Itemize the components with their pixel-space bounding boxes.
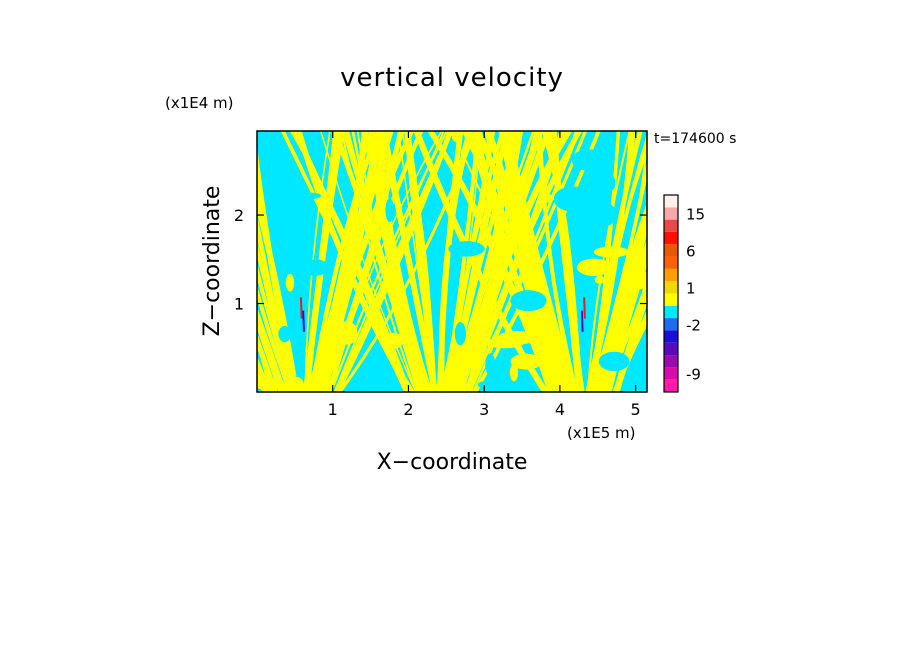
- chart-title: vertical velocity: [340, 63, 564, 93]
- heatmap-band: [257, 359, 271, 392]
- heatmap-patch: [485, 353, 496, 376]
- colorbar-level: [664, 293, 678, 306]
- heatmap-patch: [553, 186, 592, 212]
- heatmap-band: [436, 131, 464, 392]
- colorbar-level: [664, 355, 678, 368]
- heatmap-patch: [285, 273, 295, 292]
- colorbar-level: [664, 342, 678, 356]
- heatmap-band: [462, 131, 561, 392]
- heatmap-band: [257, 310, 286, 392]
- heatmap-patch: [451, 131, 460, 142]
- colorbar-label: -9: [686, 366, 701, 384]
- colorbar-label: 6: [686, 242, 696, 260]
- heatmap-patch: [385, 198, 394, 223]
- heatmap-patch: [300, 259, 330, 276]
- heatmap-patch: [510, 290, 547, 312]
- heatmap-patch: [624, 271, 647, 290]
- y-tick-label: 2: [234, 206, 244, 225]
- x-tick-label: 3: [479, 400, 489, 419]
- heatmap-patch: [509, 363, 519, 382]
- colorbar-level: [664, 281, 678, 294]
- colorbar-frame: [663, 194, 679, 393]
- x-axis-ticks: 1 2 3 4 5: [328, 131, 641, 419]
- heatmap-patch: [497, 331, 538, 345]
- heatmap-patch: [278, 326, 292, 343]
- heatmap-patch: [448, 241, 485, 257]
- colorbar-label: 15: [686, 205, 705, 223]
- colorbar-level: [664, 379, 678, 392]
- heatmap-patch: [454, 321, 466, 346]
- heatmap-patch: [539, 193, 555, 203]
- heatmap-patch: [502, 137, 514, 157]
- x-unit-label: (x1E5 m): [567, 424, 636, 442]
- heatmap-patch: [257, 378, 289, 390]
- colorbar-level: [664, 244, 678, 257]
- heatmap-patch: [593, 246, 629, 258]
- heatmap-streak: [583, 297, 586, 319]
- colorbar-level: [664, 367, 678, 380]
- heatmap-streak: [580, 310, 584, 332]
- heatmap-patch: [622, 381, 645, 392]
- time-label: t=174600 s: [654, 131, 736, 147]
- x-tick-label: 4: [555, 400, 565, 419]
- heatmap-band: [257, 240, 290, 392]
- colorbar-level: [664, 330, 678, 343]
- heatmap-band: [305, 131, 368, 392]
- heatmap-field: [257, 131, 647, 392]
- colorbar-level: [664, 231, 678, 245]
- heatmap-band: [345, 131, 429, 392]
- x-axis-label: X−coordinate: [377, 450, 528, 475]
- y-axis-label: Z−coordinate: [200, 186, 225, 337]
- heatmap-band: [312, 131, 383, 392]
- heatmap-band: [452, 131, 544, 392]
- x-tick-label: 2: [403, 400, 413, 419]
- x-tick-label: 5: [631, 400, 641, 419]
- heatmap-band: [487, 131, 573, 392]
- heatmap-patch: [587, 166, 608, 188]
- y-unit-label: (x1E4 m): [165, 94, 234, 112]
- colorbar-level: [664, 268, 678, 282]
- heatmap-band: [505, 131, 577, 392]
- heatmap-patch: [384, 332, 403, 349]
- heatmap-band: [453, 131, 535, 392]
- heatmap-band: [440, 131, 496, 392]
- colorbar-level: [664, 207, 678, 220]
- heatmap-patch: [598, 351, 630, 372]
- heatmap-band: [257, 316, 283, 392]
- heatmap-patch: [586, 202, 618, 227]
- heatmap-band: [292, 131, 411, 392]
- x-tick-label: 1: [328, 400, 338, 419]
- heatmap-band: [257, 332, 278, 392]
- colorbar-label: -2: [686, 316, 701, 334]
- heatmap-streak: [299, 297, 303, 319]
- heatmap-patch: [301, 192, 322, 199]
- heatmap-band: [406, 131, 437, 392]
- colorbar-level: [664, 305, 678, 319]
- heatmap-patch: [291, 377, 305, 392]
- y-axis-ticks: 12: [234, 206, 647, 314]
- heatmap-streak: [302, 310, 305, 332]
- heatmap-patch: [605, 175, 616, 191]
- colorbar-level: [664, 318, 678, 331]
- heatmap-band: [257, 223, 297, 392]
- colorbar: -9 -2 1 6 15: [663, 194, 705, 393]
- colorbar-level: [664, 195, 678, 208]
- heatmap-patch: [571, 149, 606, 171]
- heatmap-band: [334, 131, 454, 392]
- plot-frame: [256, 130, 648, 393]
- heatmap-band: [257, 287, 292, 392]
- heatmap-band: [544, 131, 581, 392]
- heatmap-band: [257, 336, 272, 392]
- heatmap-patch: [594, 275, 605, 284]
- colorbar-level: [664, 256, 678, 269]
- heatmap-patch: [510, 353, 543, 370]
- heatmap-patch: [335, 321, 358, 345]
- heatmap-band: [257, 338, 278, 392]
- heatmap-patch: [477, 380, 506, 390]
- heatmap-patch: [576, 258, 612, 276]
- colorbar-label: 1: [686, 279, 696, 297]
- colorbar-level: [664, 219, 678, 232]
- y-tick-label: 1: [234, 295, 244, 314]
